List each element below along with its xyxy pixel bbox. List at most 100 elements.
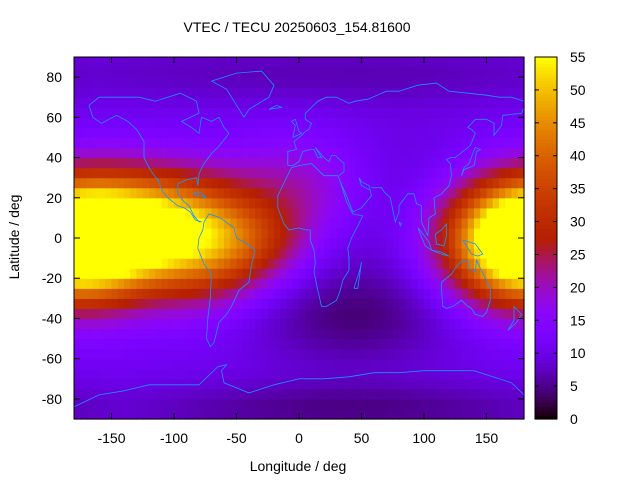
heatmap-cell	[242, 197, 250, 209]
colorbar-segment	[535, 198, 557, 203]
heatmap-cell	[230, 57, 238, 68]
heatmap-cell	[361, 157, 369, 169]
heatmap-cell	[405, 308, 413, 320]
heatmap-cell	[286, 298, 294, 309]
heatmap-cell	[142, 127, 150, 139]
heatmap-cell	[130, 388, 138, 400]
heatmap-cell	[349, 358, 356, 370]
heatmap-cell	[136, 258, 144, 269]
heatmap-cell	[442, 137, 450, 149]
heatmap-cell	[492, 187, 500, 199]
heatmap-cell	[280, 348, 288, 360]
heatmap-cell	[449, 87, 456, 98]
heatmap-cell	[311, 217, 319, 229]
heatmap-cell	[280, 57, 288, 68]
colorbar-segment	[535, 382, 557, 387]
heatmap-cell	[117, 197, 125, 209]
heatmap-cell	[405, 97, 413, 108]
heatmap-cell	[74, 197, 81, 209]
heatmap-cell	[230, 137, 238, 149]
heatmap-cell	[486, 308, 494, 320]
heatmap-cell	[174, 217, 181, 229]
heatmap-cell	[130, 87, 138, 98]
heatmap-cell	[142, 318, 150, 330]
heatmap-cell	[499, 167, 506, 179]
heatmap-cell	[167, 207, 175, 219]
heatmap-cell	[155, 197, 163, 209]
heatmap-cell	[155, 248, 163, 259]
heatmap-cell	[280, 187, 288, 199]
heatmap-cell	[305, 137, 313, 149]
heatmap-cell	[311, 167, 319, 179]
heatmap-cell	[305, 87, 313, 98]
heatmap-cell	[305, 117, 313, 128]
colorbar-segment	[535, 162, 557, 167]
colorbar-segment	[535, 116, 557, 121]
heatmap-cell	[461, 378, 469, 390]
heatmap-cell	[399, 268, 406, 279]
heatmap-cell	[517, 57, 525, 68]
heatmap-cell	[461, 57, 469, 68]
heatmap-cell	[274, 157, 281, 169]
heatmap-cell	[249, 298, 256, 309]
heatmap-cell	[486, 328, 494, 340]
heatmap-cell	[117, 147, 125, 159]
heatmap-cell	[505, 278, 513, 289]
heatmap-cell	[511, 288, 519, 299]
heatmap-cell	[330, 157, 338, 169]
heatmap-cell	[311, 67, 319, 78]
heatmap-cell	[136, 167, 144, 179]
heatmap-cell	[361, 408, 369, 420]
heatmap-cell	[261, 248, 269, 259]
heatmap-cell	[430, 137, 438, 149]
heatmap-cell	[199, 358, 206, 370]
heatmap-cell	[180, 318, 188, 330]
heatmap-cell	[255, 207, 263, 219]
heatmap-cell	[367, 358, 375, 370]
heatmap-cell	[355, 87, 363, 98]
heatmap-cell	[442, 328, 450, 340]
heatmap-cell	[111, 137, 119, 149]
heatmap-cell	[267, 137, 275, 149]
heatmap-cell	[86, 338, 94, 350]
heatmap-cell	[386, 238, 394, 249]
heatmap-cell	[486, 167, 494, 179]
colorbar-tick-label: 0	[570, 411, 578, 427]
heatmap-cell	[92, 177, 100, 189]
heatmap-cell	[492, 388, 500, 400]
heatmap-cell	[411, 298, 419, 309]
heatmap-cell	[286, 398, 294, 410]
heatmap-cell	[80, 338, 88, 350]
heatmap-cell	[180, 67, 188, 78]
heatmap-cell	[267, 408, 275, 420]
heatmap-cell	[505, 127, 513, 139]
heatmap-cell	[86, 268, 94, 279]
heatmap-cell	[186, 77, 194, 88]
heatmap-cell	[217, 157, 225, 169]
colorbar-segment	[535, 175, 557, 180]
heatmap-cell	[480, 57, 488, 68]
heatmap-cell	[242, 227, 250, 239]
heatmap-cell	[505, 57, 513, 68]
colorbar-segment	[535, 330, 557, 335]
heatmap-cell	[324, 318, 331, 330]
heatmap-cell	[392, 207, 400, 219]
heatmap-cell	[330, 217, 338, 229]
heatmap-cell	[505, 97, 513, 108]
heatmap-cell	[167, 398, 175, 410]
heatmap-cell	[242, 57, 250, 68]
heatmap-cell	[174, 127, 181, 139]
heatmap-cell	[342, 197, 350, 209]
heatmap-cell	[324, 308, 331, 320]
heatmap-cell	[492, 318, 500, 330]
heatmap-cell	[330, 388, 338, 400]
heatmap-cell	[267, 67, 275, 78]
colorbar-segment	[535, 159, 557, 163]
heatmap-cell	[499, 227, 506, 239]
heatmap-cell	[149, 217, 156, 229]
heatmap-cell	[505, 117, 513, 128]
heatmap-cell	[217, 217, 225, 229]
heatmap-cell	[455, 117, 463, 128]
heatmap-cell	[155, 298, 163, 309]
colorbar-segment	[535, 267, 557, 272]
